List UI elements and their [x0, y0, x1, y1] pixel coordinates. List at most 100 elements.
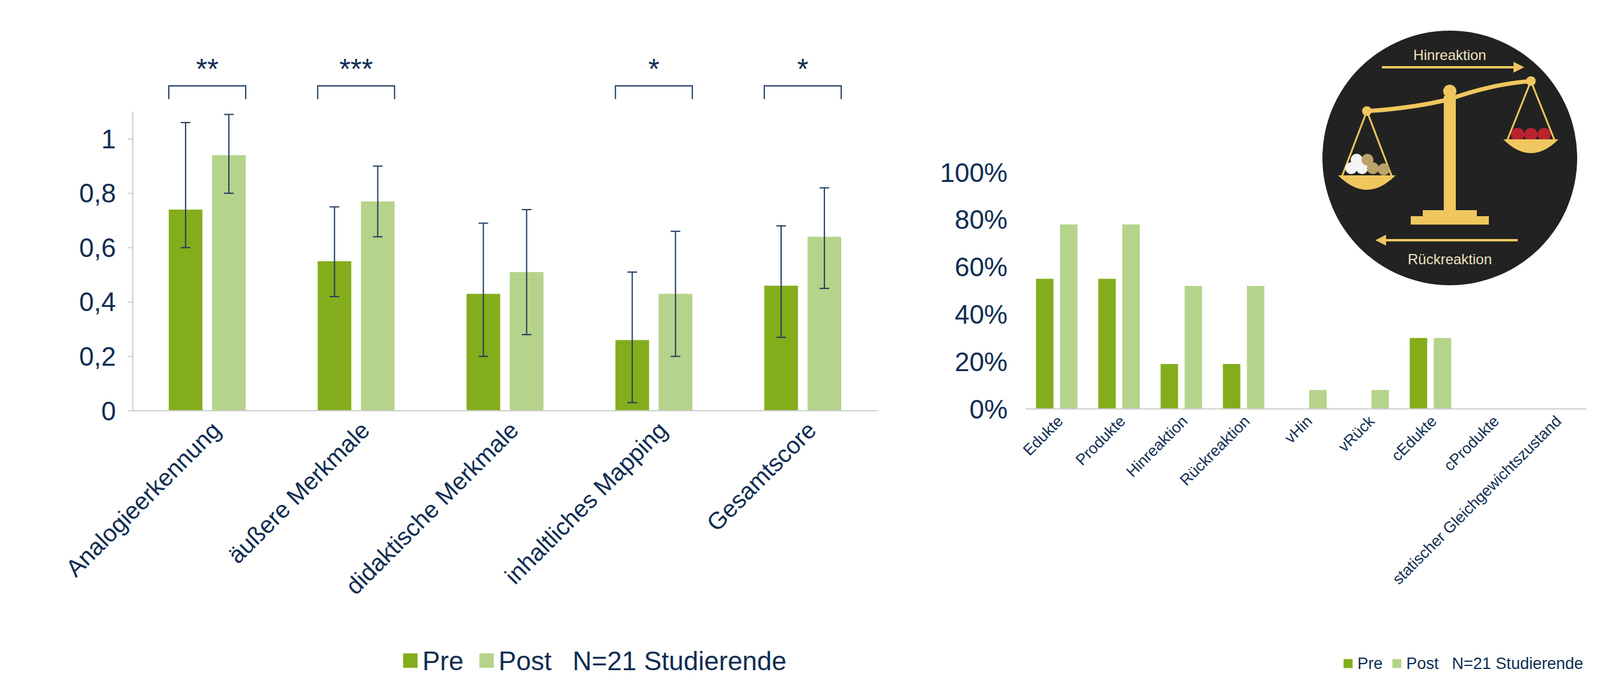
error-cap: [180, 121, 191, 124]
chart-panel: HinreaktionRückreaktion0%20%40%60%80%100…: [939, 30, 1587, 673]
x-tick-label: cProdukte: [1440, 412, 1503, 475]
error-bar: [329, 206, 340, 297]
plot-marks: [168, 114, 842, 411]
x-tick-label: Analogieerkennung: [60, 416, 226, 583]
error-cap: [627, 401, 637, 404]
bar: [1035, 278, 1054, 410]
x-axis: [132, 410, 878, 412]
error-bar: [522, 209, 532, 335]
error-bar: [224, 114, 234, 194]
error-line: [631, 272, 633, 403]
significance-bracket: [615, 85, 693, 100]
error-line: [483, 223, 485, 357]
bar: [1122, 224, 1140, 410]
error-cap: [819, 187, 830, 189]
error-line: [823, 188, 825, 289]
error-line: [674, 231, 676, 357]
error-cap: [373, 165, 383, 168]
error-line: [334, 206, 336, 297]
plot-marks: [1035, 224, 1451, 410]
bar: [1246, 285, 1265, 410]
legend-swatch: [1392, 659, 1402, 669]
x-tick-label: vHin: [1280, 412, 1316, 448]
y-tick-label: 20%: [954, 347, 1008, 377]
bar: [1309, 389, 1327, 410]
balance-base: [1410, 216, 1489, 225]
error-cap: [478, 355, 489, 357]
x-tick-label: Gesamtscore: [701, 416, 821, 537]
significance-label: *: [797, 52, 809, 85]
error-line: [377, 166, 379, 238]
y-tick-label: 0,6: [79, 233, 116, 263]
bar: [1098, 278, 1116, 410]
x-tick-label: statischer Gleichgewichtszustand: [1388, 412, 1565, 589]
significance-label: **: [195, 52, 219, 85]
y-tick: [127, 192, 133, 195]
y-tick-label: 100%: [939, 158, 1008, 188]
error-line: [185, 122, 187, 248]
y-tick-label: 0: [101, 396, 116, 426]
error-cap: [522, 209, 532, 211]
error-line: [780, 225, 782, 338]
error-bar: [670, 231, 681, 357]
legend: PrePostN=21 Studierende: [1343, 654, 1584, 673]
legend-label: Pre: [422, 646, 464, 676]
error-cap: [329, 206, 340, 208]
y-tick-label: 0,4: [79, 287, 116, 317]
pan: [1338, 175, 1396, 190]
legend: PrePostN=21 Studierende: [403, 646, 787, 676]
error-bar: [819, 188, 830, 289]
bar: [1409, 338, 1427, 410]
pan-string: [1506, 81, 1555, 142]
y-tick-label: 40%: [954, 299, 1008, 330]
error-cap: [670, 355, 681, 357]
error-cap: [522, 334, 532, 336]
y-tick-label: 0,8: [79, 178, 116, 208]
legend-swatch: [479, 653, 494, 669]
error-cap: [819, 287, 830, 289]
arrow-head: [1375, 234, 1387, 246]
legend-label: Post: [498, 646, 552, 676]
x-tick-label: Rückreaktion: [1176, 412, 1254, 490]
y-tick: [127, 246, 133, 249]
x-tick-label: Produkte: [1071, 412, 1129, 470]
balance-pillar: [1443, 96, 1456, 217]
note: N=21 Studierende: [1452, 654, 1584, 673]
x-tick-label: cEdukte: [1387, 412, 1441, 466]
icon-circle: [1322, 30, 1578, 286]
error-cap: [224, 114, 234, 116]
particle: [1511, 127, 1525, 142]
error-cap: [670, 230, 681, 232]
x-tick-label: vRück: [1334, 411, 1379, 456]
error-cap: [224, 192, 234, 195]
x-tick-label: inhaltliches Mapping: [499, 416, 673, 590]
significance-bracket: [764, 85, 842, 100]
significance-bracket: [317, 85, 395, 100]
particle: [1377, 163, 1390, 176]
particle: [1537, 127, 1551, 142]
equilibrium-icon: HinreaktionRückreaktion: [1322, 30, 1578, 286]
bar: [212, 155, 246, 411]
arrow-forward: [1381, 66, 1518, 69]
error-bar: [776, 225, 786, 338]
x-tick-label: didaktische Merkmale: [340, 416, 524, 601]
bar: [1222, 364, 1241, 410]
y-tick-label: 0%: [969, 394, 1008, 425]
error-cap: [776, 225, 786, 227]
x-tick-label: Hinreaktion: [1122, 412, 1191, 481]
y-tick-label: 80%: [954, 204, 1008, 235]
x-tick-label: Edukte: [1019, 412, 1067, 460]
error-bar: [478, 223, 489, 357]
bar: [1160, 364, 1179, 410]
bar: [1059, 224, 1078, 410]
arrow-backward: [1382, 239, 1518, 242]
chart-canvas: 00,20,40,60,81Analogieerkennungäußere Me…: [0, 0, 1600, 690]
y-tick: [127, 410, 133, 412]
error-bar: [180, 122, 191, 248]
y-tick: [127, 138, 133, 140]
pan-string: [1341, 111, 1393, 178]
particle: [1361, 153, 1374, 166]
legend-swatch: [403, 653, 418, 669]
significance-bracket: [168, 85, 246, 100]
error-line: [526, 209, 528, 335]
